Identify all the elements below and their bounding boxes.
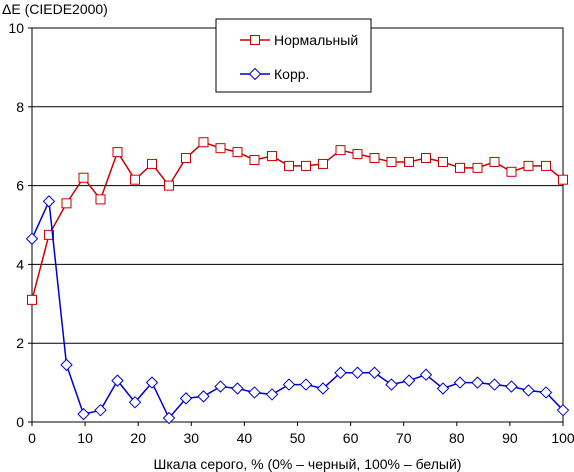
- data-point: [472, 162, 483, 173]
- x-axis-ticks: 0 10 20 30 40 50 60 70 80 90 100: [28, 422, 574, 446]
- y-tick-label: 0: [16, 414, 24, 430]
- data-point: [180, 153, 191, 164]
- data-point: [42, 195, 56, 208]
- data-point: [145, 376, 159, 389]
- data-point: [128, 396, 142, 409]
- y-tick-label: 10: [8, 20, 24, 36]
- data-point: [419, 368, 433, 381]
- data-point: [385, 378, 398, 391]
- series-2: [25, 195, 570, 425]
- data-point: [248, 386, 261, 399]
- data-point: [147, 158, 158, 169]
- data-point: [523, 160, 534, 171]
- data-point: [215, 143, 226, 154]
- data-point: [471, 376, 484, 389]
- y-tick-label: 4: [16, 256, 24, 272]
- data-point: [77, 407, 90, 421]
- x-tick-label: 90: [502, 430, 518, 446]
- data-point: [402, 374, 416, 387]
- data-point: [404, 156, 415, 167]
- legend-item: Корр.: [240, 66, 309, 82]
- data-point: [488, 378, 501, 391]
- data-point: [506, 166, 517, 177]
- data-point: [95, 194, 106, 205]
- series-1: [27, 137, 568, 305]
- y-tick-label: 2: [16, 335, 24, 351]
- data-point: [198, 137, 209, 148]
- data-point: [25, 232, 39, 245]
- y-axis-label: ΔE (CIEDE2000): [2, 1, 108, 17]
- data-point: [267, 151, 278, 162]
- x-tick-label: 0: [28, 430, 36, 446]
- legend-box: [215, 18, 372, 93]
- data-point: [231, 382, 244, 395]
- data-point: [351, 366, 364, 379]
- data-point: [112, 147, 123, 158]
- data-point: [489, 156, 500, 167]
- data-point: [437, 156, 448, 167]
- data-point: [284, 160, 295, 171]
- y-tick-label: 6: [16, 178, 24, 194]
- data-point: [421, 153, 432, 164]
- data-point: [300, 160, 311, 171]
- data-point: [197, 390, 210, 403]
- x-tick-label: 70: [396, 430, 412, 446]
- data-point: [539, 386, 553, 399]
- data-point: [214, 380, 227, 393]
- data-point: [335, 145, 346, 156]
- data-point: [179, 392, 193, 405]
- x-axis-label: Шкала серого, % (0% – черный, 100% – бел…: [154, 456, 462, 472]
- legend-marker: [250, 35, 260, 45]
- y-tick-label: 8: [16, 99, 24, 115]
- data-point: [163, 180, 174, 191]
- x-tick-label: 30: [184, 430, 200, 446]
- data-point: [316, 382, 330, 395]
- data-point: [558, 174, 568, 185]
- data-point: [61, 198, 72, 209]
- x-tick-label: 10: [77, 430, 93, 446]
- data-point: [299, 378, 313, 391]
- data-point: [317, 158, 328, 169]
- data-point: [232, 147, 243, 158]
- data-point: [111, 374, 124, 387]
- data-point: [352, 149, 363, 160]
- legend-label: Нормальный: [274, 32, 358, 48]
- data-point: [453, 376, 467, 389]
- legend: Нормальный Корр.: [215, 18, 372, 93]
- data-point: [368, 366, 381, 379]
- data-point: [249, 154, 260, 165]
- data-point: [454, 162, 465, 173]
- data-point: [334, 366, 347, 379]
- x-tick-label: 50: [290, 430, 306, 446]
- series-line: [31, 198, 564, 420]
- x-tick-label: 20: [130, 430, 146, 446]
- data-point: [27, 294, 37, 305]
- series-layer: [25, 137, 570, 425]
- data-point: [386, 156, 397, 167]
- data-point: [522, 384, 535, 397]
- series-line: [31, 141, 564, 301]
- data-point: [369, 153, 380, 164]
- data-point: [78, 172, 89, 183]
- data-point: [282, 378, 296, 391]
- data-point: [505, 380, 518, 393]
- x-tick-label: 40: [237, 430, 253, 446]
- data-point: [556, 403, 570, 417]
- legend-label: Корр.: [274, 66, 309, 82]
- data-point: [94, 403, 107, 417]
- data-point: [436, 382, 450, 395]
- data-point: [60, 358, 73, 372]
- x-tick-label: 100: [551, 430, 574, 446]
- data-point: [162, 411, 176, 425]
- data-point: [130, 174, 141, 185]
- data-point: [43, 229, 54, 240]
- y-axis-ticks: 0 2 4 6 8 10: [8, 20, 32, 430]
- legend-marker: [248, 67, 262, 81]
- data-point: [541, 160, 552, 171]
- legend-item: Нормальный: [240, 32, 358, 48]
- x-tick-label: 60: [343, 430, 359, 446]
- data-point: [265, 388, 279, 401]
- x-tick-label: 80: [449, 430, 465, 446]
